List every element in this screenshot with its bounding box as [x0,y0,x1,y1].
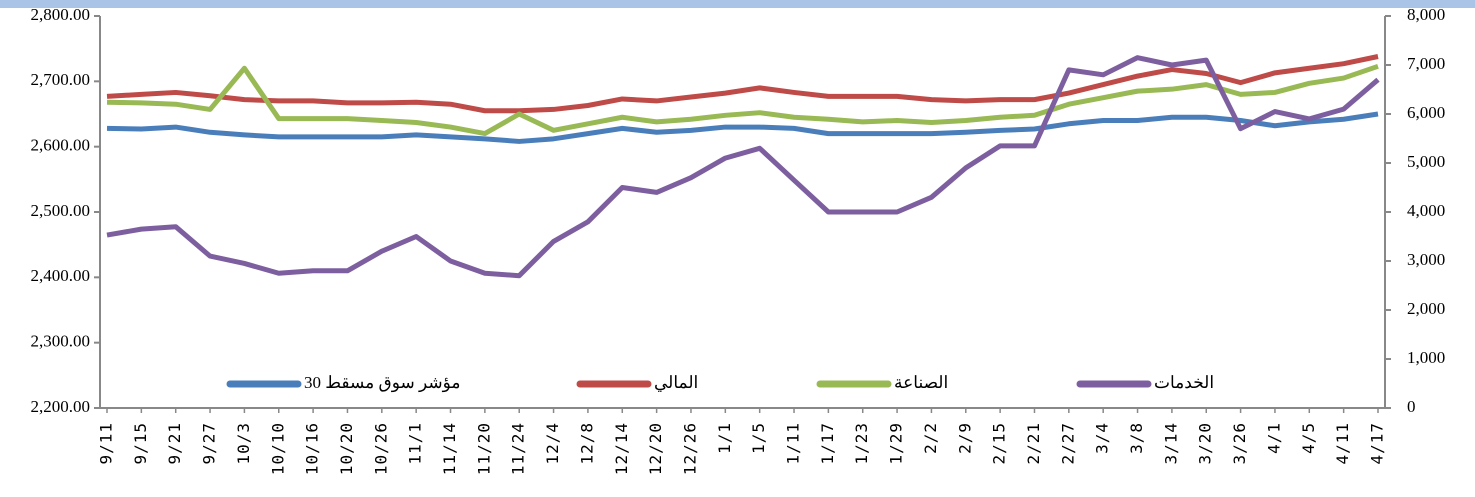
x-tick-label: 10/20 [337,422,356,475]
x-tick-label: 2/9 [955,422,974,454]
series-line [106,55,1380,279]
y-tick-label: 2,700.00 [31,70,91,89]
x-tick-label: 9/27 [200,422,219,465]
x-tick-label: 2/21 [1024,422,1043,465]
x-tick-label: 3/4 [1093,422,1112,454]
x-tick-label: 3/26 [1230,422,1249,465]
y-tick-label: 2,200.00 [31,397,91,416]
y2-tick-label: 7,000 [1407,54,1445,73]
x-tick-label: 11/24 [509,422,528,475]
y2-tick-label: 3,000 [1407,250,1445,269]
x-tick-label: 11/1 [406,422,425,465]
y2-tick-label: 5,000 [1407,152,1445,171]
x-tick-label: 3/20 [1196,422,1215,465]
x-tick-label: 4/1 [1264,422,1283,454]
legend-label: الخدمات [1154,373,1214,392]
y-tick-label: 2,300.00 [31,332,91,351]
y2-tick-label: 4,000 [1407,201,1445,220]
series-line [106,54,1379,114]
x-tick-label: 1/1 [715,422,734,454]
x-tick-label: 4/11 [1333,422,1352,465]
x-tick-label: 12/26 [680,422,699,475]
x-tick-label: 1/11 [784,422,803,465]
series-line [106,63,1379,137]
x-tick-label: 12/20 [646,422,665,475]
x-tick-label: 1/5 [749,422,768,454]
x-tick-label: 9/11 [97,422,116,465]
y2-tick-label: 8,000 [1407,5,1445,24]
x-tick-label: 1/29 [887,422,906,465]
y-tick-label: 2,400.00 [31,266,91,285]
x-tick-label: 10/16 [303,422,322,475]
x-tick-label: 3/8 [1127,422,1146,454]
x-tick-label: 10/26 [371,422,390,475]
x-tick-label: 9/21 [165,422,184,465]
x-tick-label: 3/14 [1161,422,1180,465]
y2-tick-label: 0 [1407,397,1416,416]
x-tick-label: 1/17 [818,422,837,465]
x-tick-label: 11/14 [440,422,459,475]
x-tick-label: 2/2 [921,422,940,454]
x-tick-label: 10/10 [268,422,287,475]
x-tick-label: 12/14 [612,422,631,475]
y2-tick-label: 6,000 [1407,103,1445,122]
x-tick-label: 11/20 [474,422,493,475]
legend-label: المالي [654,373,698,392]
x-tick-label: 9/15 [131,422,150,465]
legend-label: الصناعة [894,373,948,392]
x-tick-label: 12/4 [543,422,562,465]
y-tick-label: 2,600.00 [31,136,91,155]
x-tick-label: 4/17 [1368,422,1387,465]
y2-tick-label: 1,000 [1407,348,1445,367]
top-band [0,0,1475,8]
y2-tick-label: 2,000 [1407,299,1445,318]
x-tick-label: 2/15 [990,422,1009,465]
x-tick-label: 1/23 [852,422,871,465]
legend-label: مؤشر سوق مسقط 30 [304,373,461,393]
x-tick-label: 12/8 [577,422,596,465]
x-tick-label: 4/5 [1299,422,1318,454]
x-tick-label: 10/3 [234,422,253,465]
y-tick-label: 2,500.00 [31,201,91,220]
x-tick-label: 2/27 [1058,422,1077,465]
y-tick-label: 2,800.00 [31,5,91,24]
series-line [106,111,1379,144]
